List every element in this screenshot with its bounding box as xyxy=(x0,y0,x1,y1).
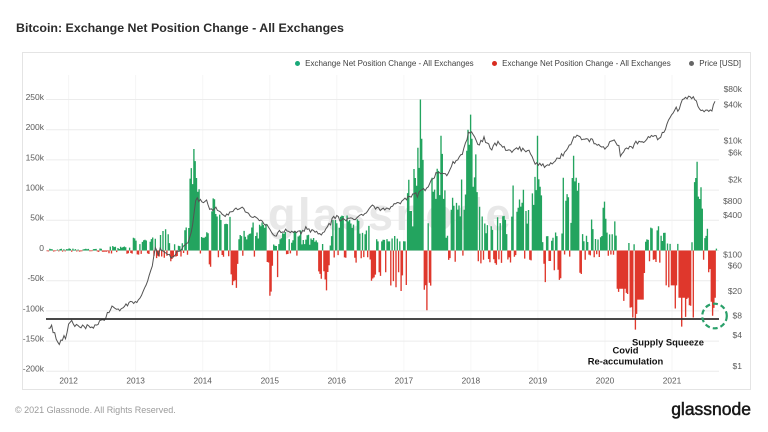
svg-text:Covid: Covid xyxy=(612,345,638,356)
svg-text:$20: $20 xyxy=(728,286,742,296)
svg-text:$400: $400 xyxy=(723,210,742,220)
svg-text:Re-accumulation: Re-accumulation xyxy=(588,356,664,367)
svg-text:2012: 2012 xyxy=(59,376,78,386)
svg-text:50k: 50k xyxy=(30,213,44,223)
svg-text:2021: 2021 xyxy=(663,376,682,386)
svg-text:$100: $100 xyxy=(723,250,742,260)
svg-text:150k: 150k xyxy=(26,152,45,162)
svg-text:$2k: $2k xyxy=(728,175,742,185)
svg-text:$1: $1 xyxy=(733,361,743,371)
svg-text:0: 0 xyxy=(39,243,44,253)
svg-text:-50k: -50k xyxy=(27,273,44,283)
svg-text:100k: 100k xyxy=(26,183,45,193)
svg-text:$60: $60 xyxy=(728,261,742,271)
svg-text:Supply Squeeze: Supply Squeeze xyxy=(632,337,704,348)
svg-text:$10k: $10k xyxy=(724,136,743,146)
svg-text:2013: 2013 xyxy=(126,376,145,386)
svg-text:2016: 2016 xyxy=(328,376,347,386)
svg-text:$40k: $40k xyxy=(724,99,743,109)
svg-text:-200k: -200k xyxy=(23,364,45,374)
svg-text:2017: 2017 xyxy=(395,376,414,386)
svg-text:250k: 250k xyxy=(26,92,45,102)
svg-text:$800: $800 xyxy=(723,196,742,206)
svg-text:2014: 2014 xyxy=(193,376,212,386)
svg-text:$80k: $80k xyxy=(724,84,743,94)
svg-text:200k: 200k xyxy=(26,122,45,132)
svg-text:2020: 2020 xyxy=(596,376,615,386)
svg-text:2018: 2018 xyxy=(462,376,481,386)
svg-text:$8: $8 xyxy=(733,311,743,321)
svg-text:-150k: -150k xyxy=(23,334,45,344)
svg-text:2019: 2019 xyxy=(529,376,548,386)
svg-text:$6k: $6k xyxy=(728,147,742,157)
svg-text:2015: 2015 xyxy=(261,376,280,386)
svg-text:-100k: -100k xyxy=(23,303,45,313)
svg-text:$4: $4 xyxy=(733,330,743,340)
